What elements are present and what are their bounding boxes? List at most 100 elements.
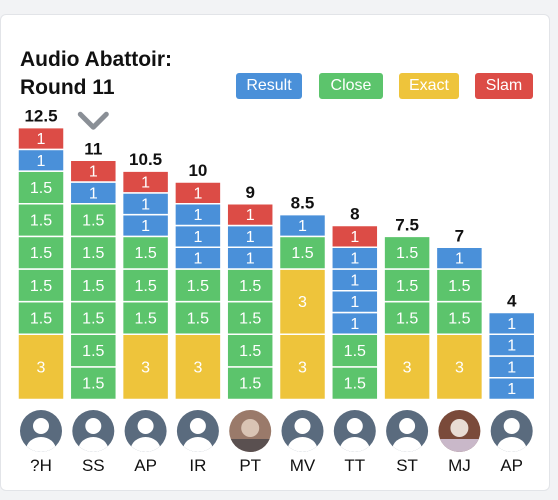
avatar[interactable] (386, 410, 429, 463)
segment-value-label: 1.5 (291, 245, 313, 262)
total-label: 10 (188, 161, 207, 180)
total-label: 8.5 (291, 194, 315, 213)
segment-value-label: 3 (193, 359, 202, 376)
segment-value-label: 1 (507, 338, 516, 355)
total-label: 7.5 (395, 215, 419, 234)
bar-stack: 1.5 1.5 1 1 1 1 1 (331, 224, 379, 401)
category-label: AP (134, 456, 157, 475)
bar-stack: 1.5 1.5 1.5 1.5 1 1 1 (226, 203, 274, 401)
avatar[interactable] (229, 410, 272, 453)
segment-value-label: 1 (507, 381, 516, 398)
segment-value-label: 1.5 (82, 245, 104, 262)
segment-value-label: 3 (298, 294, 307, 311)
bar-segment (278, 213, 327, 238)
bar-segment (226, 366, 274, 401)
segment-value-label: 1.5 (239, 278, 261, 295)
total-label: 8 (350, 205, 359, 224)
bar-segment (121, 300, 170, 335)
segment-value-label: 1.5 (187, 310, 209, 327)
segment-value-label: 1.5 (82, 310, 104, 327)
bar-segment (17, 235, 65, 270)
bar-segment (226, 268, 274, 303)
segment-value-label: 3 (141, 359, 150, 376)
total-label: 9 (245, 183, 254, 202)
total-label: 12.5 (24, 107, 57, 126)
segment-value-label: 3 (455, 359, 464, 376)
segment-value-label: 1.5 (396, 310, 418, 327)
bar-segment (69, 159, 118, 183)
avatar[interactable] (20, 410, 62, 463)
segment-value-label: 1 (455, 251, 464, 268)
segment-value-label: 1 (246, 207, 255, 224)
segment-value-label: 1 (141, 196, 150, 213)
segment-value-label: 1.5 (82, 343, 104, 360)
segment-value-label: 1.5 (30, 278, 52, 295)
segment-value-label: 1 (37, 131, 46, 148)
category-label: MJ (448, 456, 471, 475)
segment-value-label: 1.5 (134, 278, 156, 295)
bar-segment (121, 170, 170, 194)
segment-value-label: 1.5 (82, 213, 104, 230)
segment-value-label: 1 (141, 175, 150, 192)
segment-value-label: 1.5 (187, 278, 209, 295)
category-label: TT (344, 456, 365, 475)
segment-value-label: 1.5 (239, 343, 261, 360)
bar-segment (17, 300, 65, 335)
avatar[interactable] (490, 410, 533, 463)
segment-value-label: 1 (350, 294, 359, 311)
segment-value-label: 1.5 (30, 180, 52, 197)
category-label: IR (189, 456, 206, 475)
segment-value-label: 1.5 (134, 310, 156, 327)
avatar[interactable] (281, 410, 324, 463)
bar-stack: 1.5 1.5 1.5 1.5 1.5 1.5 1 1 (69, 159, 118, 401)
bar-segment (226, 300, 274, 335)
category-label: PT (239, 456, 261, 475)
segment-value-label: 1 (89, 185, 98, 202)
bar-stack: 1 1 1 1 (487, 311, 536, 401)
bar-segment (174, 181, 222, 205)
avatar[interactable] (72, 410, 115, 463)
segment-value-label: 1.5 (82, 376, 104, 393)
bar-segment (69, 300, 118, 335)
total-label: 7 (455, 226, 464, 245)
legend-exact: Exact (399, 73, 459, 99)
bar-stack: 3 1.5 1.5 1.5 1.5 1.5 1 1 (17, 126, 65, 401)
chart-title-line1: Audio Abattoir: (20, 48, 173, 71)
segment-value-label: 1.5 (344, 376, 366, 393)
avatar[interactable] (176, 410, 219, 463)
segment-value-label: 1 (89, 164, 98, 181)
avatar[interactable] (438, 410, 481, 453)
avatar[interactable] (333, 410, 376, 463)
segment-value-label: 1.5 (82, 278, 104, 295)
bar-segment (17, 170, 65, 205)
segment-value-label: 3 (298, 359, 307, 376)
segment-value-label: 1.5 (344, 343, 366, 360)
segment-value-label: 3 (37, 359, 46, 376)
segment-value-label: 1 (193, 251, 202, 268)
bar-stack: 331.51 (278, 213, 327, 401)
avatar[interactable] (124, 410, 167, 463)
total-label: 11 (84, 139, 102, 158)
segment-value-label: 1.5 (448, 278, 470, 295)
bar-segment (69, 366, 118, 401)
legend-result: Result (236, 73, 302, 99)
segment-value-label: 1 (246, 229, 255, 246)
bar-segment (17, 126, 65, 151)
bar-segment (487, 311, 536, 335)
legend-close: Close (319, 73, 383, 99)
segment-value-label: 1.5 (30, 245, 52, 262)
segment-value-label: 1.5 (239, 376, 261, 393)
segment-value-label: 1 (350, 251, 359, 268)
bar-segment (69, 268, 118, 303)
bar-segment (383, 333, 431, 401)
segment-value-label: 1 (193, 185, 202, 202)
legend-slam: Slam (475, 73, 533, 99)
bar-segment (69, 333, 118, 368)
segment-value-label: 1 (298, 218, 307, 235)
bar-segment (226, 203, 274, 227)
bar-segment (435, 268, 484, 303)
segment-value-label: 1 (350, 272, 359, 289)
segment-value-label: 1 (507, 316, 516, 333)
category-label: AP (500, 456, 523, 475)
